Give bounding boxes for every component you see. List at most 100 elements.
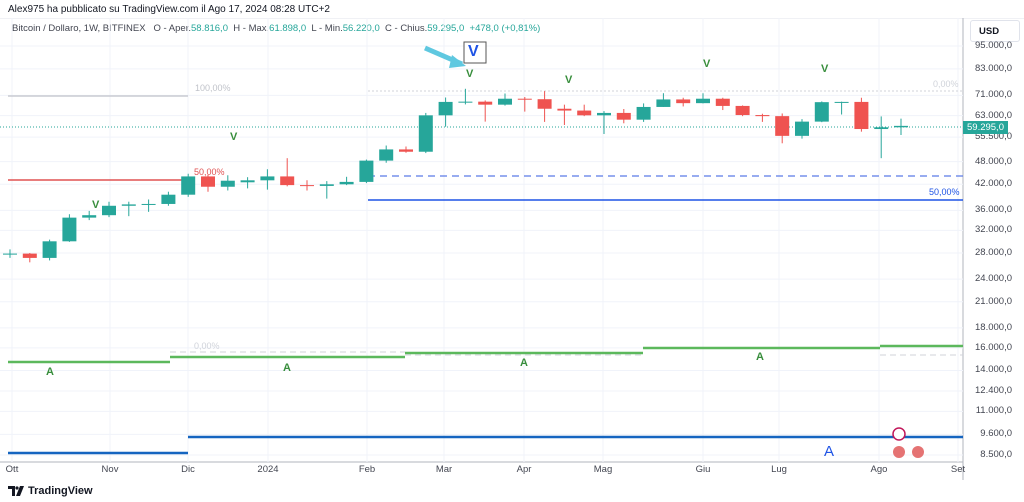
candle-body	[696, 98, 710, 104]
v-label: V	[821, 63, 829, 75]
low-value: 56.220,0	[342, 23, 380, 34]
price-axis[interactable]: 95.000,0 83.000,0 71.000,0 63.000,0 55.500,0…	[963, 0, 1024, 462]
price-chart[interactable]	[0, 18, 1024, 480]
price-tick: 8.500,0	[980, 449, 1012, 460]
candle-body	[260, 176, 275, 181]
time-tick: Dic	[181, 464, 195, 475]
candle-body	[280, 176, 295, 186]
time-tick: Mar	[435, 464, 453, 475]
drawings	[0, 41, 963, 455]
candle	[3, 249, 17, 258]
v-label: V	[92, 199, 100, 211]
candle-body	[121, 204, 136, 206]
candle-body	[715, 98, 730, 106]
currency-button[interactable]: USD	[970, 20, 1020, 42]
price-tick: 18.000,0	[975, 321, 1012, 333]
candle	[478, 100, 493, 122]
candle	[775, 113, 790, 144]
time-tick: Giu	[695, 464, 711, 475]
candle-body	[894, 125, 908, 128]
candle-body	[458, 101, 473, 103]
candle	[260, 169, 275, 190]
high-label: H - Max.	[233, 23, 270, 34]
v-label: V	[703, 58, 711, 70]
close-label: C - Chius.	[385, 23, 428, 34]
candle	[696, 93, 710, 104]
flag-us-icon	[912, 446, 924, 458]
candle	[656, 93, 671, 107]
candle-body	[181, 176, 196, 195]
time-tick: Apr	[516, 464, 532, 475]
time-tick: 2024	[257, 464, 279, 475]
candle-body	[201, 176, 215, 187]
time-tick: Lug	[771, 464, 787, 475]
price-tick: 48.000,0	[975, 155, 1012, 167]
candle	[894, 118, 908, 135]
candle	[636, 103, 651, 122]
price-tick: 36.000,0	[975, 204, 1012, 216]
symbol[interactable]: Bitcoin / Dollaro, 1W, BITFINEX	[12, 23, 146, 34]
price-tick: 9.600,0	[980, 428, 1012, 440]
price-tick: 95.000,0	[975, 40, 1012, 51]
time-tick: Set	[950, 464, 966, 475]
candle-body	[498, 98, 512, 105]
candle	[715, 97, 730, 111]
time-tick: Mag	[593, 464, 613, 475]
candle	[181, 173, 196, 197]
price-tick: 32.000,0	[975, 224, 1012, 236]
fib-0-bottom-label: 0,00%	[194, 341, 220, 351]
open-value: 58.816,0	[191, 23, 228, 34]
candle	[102, 201, 116, 218]
tradingview-wordmark: TradingView	[28, 485, 93, 497]
green-levels	[8, 344, 963, 364]
a-label: A	[520, 357, 528, 369]
candle-body	[775, 116, 790, 136]
fib-50-red-label: 50,00%	[194, 167, 225, 177]
candle-body	[517, 98, 532, 100]
candle-body	[379, 149, 394, 161]
candle-body	[3, 253, 17, 255]
candle	[557, 104, 572, 125]
last-price-badge: 59.295,0	[963, 121, 1008, 134]
flash-icon	[892, 427, 906, 441]
v-label: V	[466, 68, 474, 80]
candle-body	[220, 180, 235, 187]
price-tick: 42.000,0	[975, 178, 1012, 190]
candle-body	[418, 115, 433, 152]
candle	[339, 176, 354, 186]
candle-body	[854, 101, 869, 130]
candle	[379, 145, 394, 163]
candle	[755, 113, 770, 122]
candle	[62, 214, 77, 242]
tradingview-logo-icon	[8, 486, 24, 496]
a-label: A	[756, 351, 764, 363]
price-tick: 11.000,0	[975, 405, 1012, 417]
candle-body	[399, 149, 413, 152]
fib-100-label: 100,00%	[195, 83, 231, 93]
tradingview-logo[interactable]: TradingView	[8, 485, 93, 497]
candle-body	[300, 185, 314, 187]
candle	[854, 97, 869, 132]
a-label: A	[283, 362, 291, 374]
candle-body	[814, 102, 829, 122]
price-tick: 16.000,0	[975, 341, 1012, 353]
candle-body	[636, 106, 651, 120]
time-tick: Ago	[870, 464, 888, 475]
close-value: 59.295,0	[427, 23, 465, 34]
candle-body	[735, 105, 750, 116]
candle	[597, 111, 611, 135]
candle	[22, 253, 37, 263]
candle	[359, 159, 374, 184]
event-icons[interactable]	[892, 427, 924, 458]
candle	[280, 158, 295, 187]
candle-body	[577, 110, 592, 116]
candle-body	[22, 253, 37, 258]
low-label: L - Min.	[311, 23, 343, 34]
boxed-v-frame	[463, 41, 487, 64]
price-tick: 21.000,0	[975, 295, 1012, 307]
a-label: A	[46, 366, 54, 378]
candle-body	[478, 101, 493, 105]
candle	[240, 177, 255, 189]
high-value: 61.898,0	[269, 23, 307, 34]
candle-body	[62, 217, 77, 242]
